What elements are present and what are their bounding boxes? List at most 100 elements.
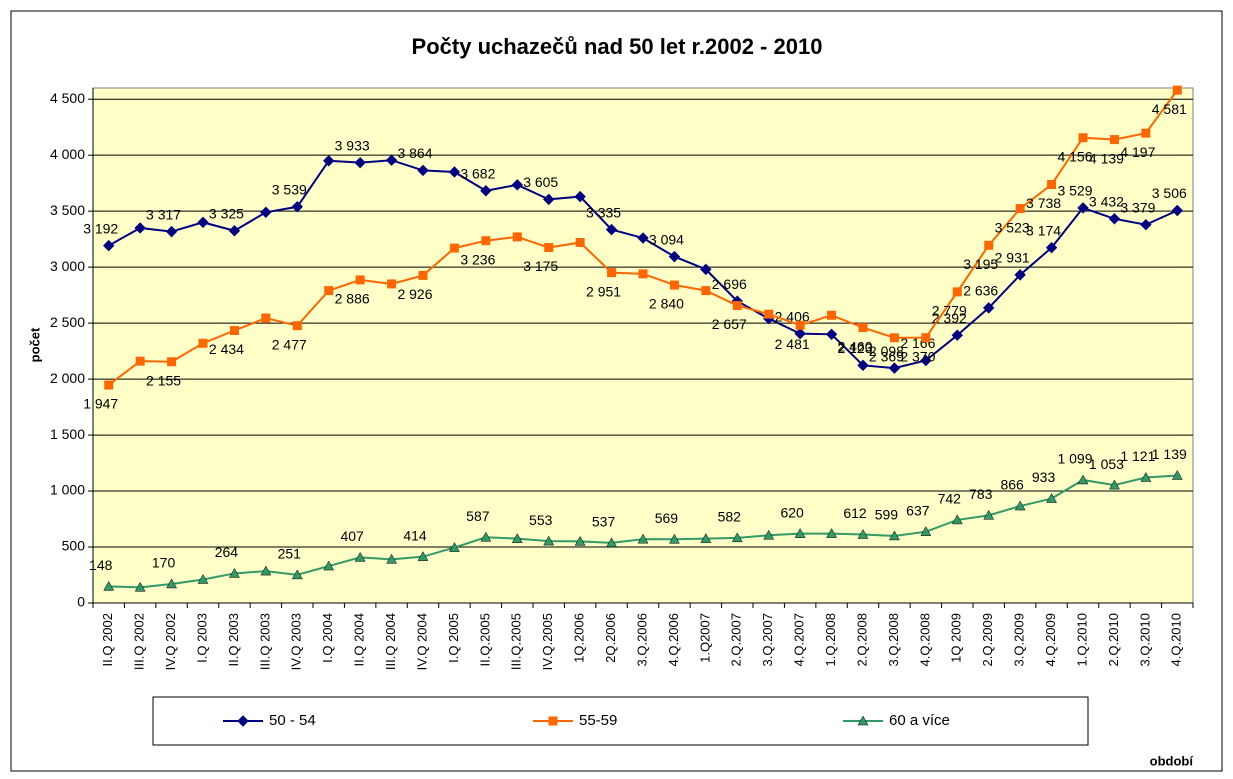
data-label: 3 335 bbox=[586, 204, 621, 220]
x-axis-title: období bbox=[1150, 753, 1194, 768]
data-point bbox=[794, 528, 806, 538]
data-label: 1 121 bbox=[1120, 448, 1155, 464]
data-point bbox=[637, 533, 649, 544]
data-label: 537 bbox=[592, 514, 616, 530]
data-point bbox=[103, 580, 115, 591]
data-label: 582 bbox=[718, 509, 742, 525]
data-point bbox=[387, 279, 397, 289]
legend-marker bbox=[548, 716, 558, 726]
data-point bbox=[229, 325, 239, 335]
data-label: 2 098 bbox=[869, 343, 904, 359]
data-label: 3 192 bbox=[83, 220, 118, 236]
data-point bbox=[354, 551, 366, 562]
data-label: 3 539 bbox=[272, 181, 307, 197]
data-point bbox=[198, 338, 208, 348]
x-tick-label: 3.Q.2006 bbox=[634, 613, 649, 667]
data-label: 2 369 bbox=[869, 348, 904, 364]
data-point bbox=[857, 359, 869, 372]
data-point bbox=[1045, 241, 1058, 254]
data-label: 3 864 bbox=[397, 145, 432, 161]
x-tick-label: IV.Q.2005 bbox=[540, 613, 555, 670]
data-point bbox=[167, 357, 177, 367]
y-tick-label: 2 000 bbox=[50, 370, 85, 386]
data-point bbox=[354, 156, 366, 169]
x-tick-label: III.Q.2005 bbox=[509, 613, 524, 670]
data-label: 2 657 bbox=[712, 316, 747, 332]
data-point bbox=[449, 243, 459, 253]
data-point bbox=[763, 529, 775, 540]
data-label: 3 529 bbox=[1057, 183, 1092, 199]
data-label: 3 605 bbox=[523, 174, 558, 190]
data-point bbox=[983, 509, 995, 520]
x-tick-label: 3.Q.2010 bbox=[1137, 613, 1152, 667]
y-tick-label: 4 500 bbox=[50, 90, 85, 106]
data-point bbox=[669, 280, 679, 290]
data-label: 407 bbox=[340, 528, 364, 544]
legend-marker bbox=[857, 715, 869, 726]
data-label: 2 636 bbox=[963, 283, 998, 299]
x-tick-label: IV.Q 2002 bbox=[163, 613, 178, 670]
x-tick-label: II.Q 2002 bbox=[100, 613, 115, 666]
legend-marker bbox=[237, 715, 249, 727]
data-point bbox=[292, 321, 302, 331]
legend-label: 55-59 bbox=[579, 712, 617, 729]
chart-title: Počty uchazečů nad 50 let r.2002 - 2010 bbox=[412, 34, 823, 59]
data-point bbox=[511, 533, 523, 543]
x-tick-label: II.Q 2004 bbox=[352, 613, 367, 666]
data-label: 3 682 bbox=[460, 165, 495, 181]
x-tick-label: IV.Q 2004 bbox=[414, 613, 429, 670]
data-point bbox=[324, 286, 334, 296]
data-point bbox=[1108, 213, 1121, 225]
data-label: 3 195 bbox=[963, 256, 998, 272]
data-point bbox=[825, 328, 838, 341]
plot-area bbox=[92, 87, 1194, 604]
x-tick-label: 1.Q2007 bbox=[697, 613, 712, 663]
data-point bbox=[134, 581, 146, 592]
y-tick-label: 0 bbox=[77, 594, 85, 610]
x-tick-label: I.Q 2005 bbox=[446, 613, 461, 663]
y-tick-label: 4 000 bbox=[50, 146, 85, 162]
x-tick-label: I.Q 2003 bbox=[194, 613, 209, 663]
data-label: 4 197 bbox=[1120, 144, 1155, 160]
data-point bbox=[794, 327, 806, 340]
y-tick-label: 1 500 bbox=[50, 426, 85, 442]
data-label: 170 bbox=[152, 555, 176, 571]
data-point bbox=[731, 532, 743, 543]
data-point bbox=[543, 193, 555, 206]
data-label: 2 155 bbox=[146, 372, 181, 388]
y-tick-label: 1 000 bbox=[50, 482, 85, 498]
data-point bbox=[638, 269, 648, 279]
x-tick-label: IV.Q 2003 bbox=[289, 613, 304, 670]
data-point bbox=[543, 535, 555, 546]
data-label: 2 460 bbox=[837, 338, 872, 354]
y-tick-label: 3 500 bbox=[50, 202, 85, 218]
data-label: 3 174 bbox=[1026, 222, 1061, 238]
data-point bbox=[574, 190, 586, 203]
data-point bbox=[1078, 133, 1088, 143]
data-point bbox=[1140, 471, 1152, 482]
data-label: 3 236 bbox=[460, 251, 495, 267]
data-point bbox=[1109, 135, 1119, 145]
data-point bbox=[826, 528, 837, 538]
data-label: 4 581 bbox=[1152, 101, 1187, 117]
x-tick-label: 1Q.2006 bbox=[572, 613, 587, 663]
x-tick-label: III.Q 2003 bbox=[257, 613, 272, 670]
x-tick-label: III.Q 2002 bbox=[132, 613, 147, 670]
data-point bbox=[104, 380, 114, 390]
data-label: 4 139 bbox=[1089, 150, 1124, 166]
data-label: 3 523 bbox=[995, 219, 1030, 235]
data-label: 2 392 bbox=[932, 310, 967, 326]
data-point bbox=[512, 232, 522, 242]
y-axis-title: počet bbox=[27, 327, 42, 362]
data-label: 2 931 bbox=[995, 250, 1030, 266]
data-label: 148 bbox=[89, 557, 113, 573]
data-point bbox=[260, 206, 272, 218]
data-point bbox=[418, 270, 428, 280]
data-label: 2 123 bbox=[837, 340, 872, 356]
x-tick-label: I.Q 2004 bbox=[320, 613, 335, 663]
x-tick-label: II.Q.2005 bbox=[477, 613, 492, 666]
x-tick-label: 3.Q.2008 bbox=[886, 613, 901, 667]
data-label: 587 bbox=[466, 508, 490, 524]
x-tick-label: 4.Q.2008 bbox=[917, 613, 932, 667]
